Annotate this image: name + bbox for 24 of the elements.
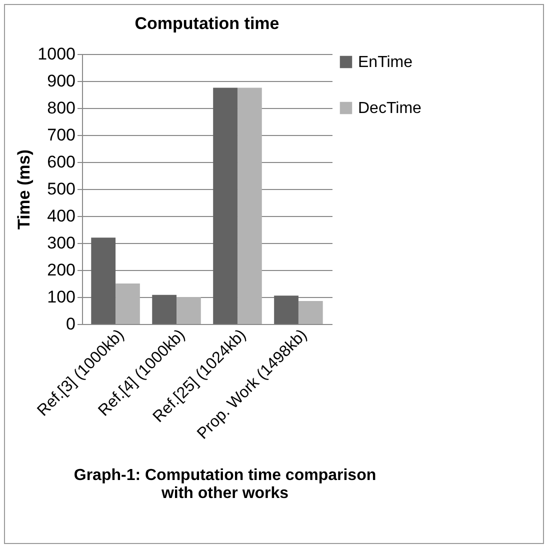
y-tick-label: 500 <box>47 180 76 198</box>
bar <box>274 296 298 324</box>
y-tick-label: 1000 <box>38 44 76 64</box>
y-axis-title: Time (ms) <box>14 150 34 230</box>
bar <box>213 88 238 324</box>
bar <box>237 88 262 324</box>
y-tick-label: 0 <box>66 314 76 334</box>
text: Graph-1: Computation time comparison with other works <box>72 467 378 503</box>
y-tick-label: 200 <box>47 260 76 280</box>
y-tick-label: 700 <box>47 126 76 144</box>
bar <box>152 294 177 324</box>
chart-title: Computation time <box>134 14 280 33</box>
bar <box>298 301 323 324</box>
legend-label: EnTime <box>358 54 413 71</box>
bar <box>176 297 201 324</box>
legend-label: DecTime <box>358 100 422 117</box>
y-tick-label: 900 <box>47 72 76 90</box>
y-tick-label: 600 <box>47 152 76 172</box>
y-tick-label: 300 <box>47 234 76 252</box>
y-tick-label: 400 <box>47 206 76 226</box>
bar <box>116 284 140 324</box>
y-tick-label: 800 <box>47 98 76 118</box>
y-tick-label: 100 <box>47 288 76 306</box>
bar <box>91 238 116 324</box>
